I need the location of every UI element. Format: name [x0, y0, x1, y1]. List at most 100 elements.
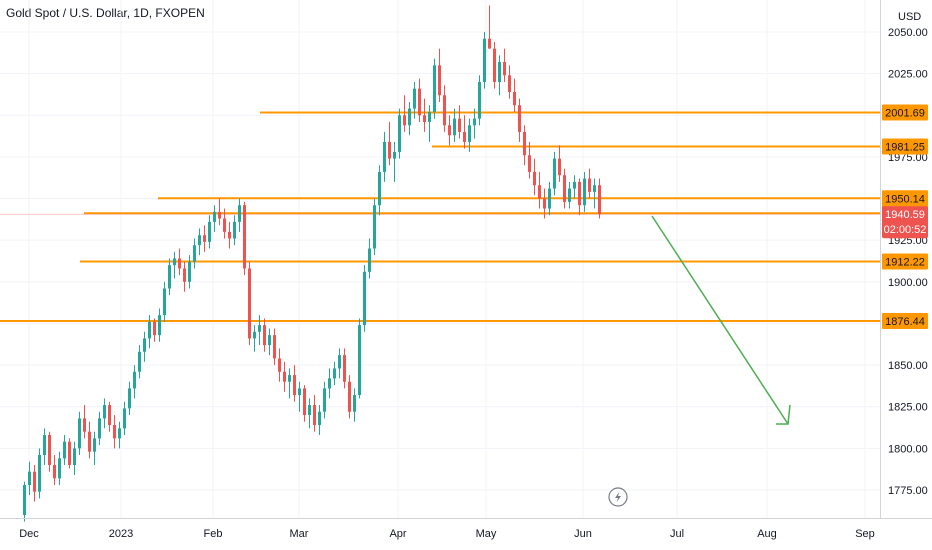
candle-body — [463, 131, 466, 142]
candle-body — [248, 268, 251, 339]
candle-body — [28, 471, 31, 486]
candle — [223, 208, 226, 239]
candle — [113, 415, 116, 449]
candle — [268, 328, 271, 356]
candle-body — [598, 185, 601, 215]
candle — [448, 115, 451, 146]
level-price-label: 1981.25 — [882, 138, 928, 155]
candle-body — [268, 335, 271, 346]
candle — [78, 411, 81, 456]
candle-body — [573, 181, 576, 189]
bar-countdown: 02:00:52 — [884, 224, 927, 236]
candle — [248, 261, 251, 346]
candle-body — [398, 115, 401, 152]
candle-body — [558, 158, 561, 176]
candle-body — [263, 325, 266, 346]
svg-text:1876.44: 1876.44 — [885, 316, 925, 328]
candle-body — [63, 441, 66, 459]
candle-body — [358, 325, 361, 396]
time-axis: Dec 2023 Feb Mar Apr May Jun Jul Aug Sep — [19, 528, 875, 540]
candle-body — [348, 381, 351, 412]
candle-body — [23, 485, 26, 515]
candle-body — [123, 408, 126, 429]
x-tick-label: Jun — [574, 528, 592, 540]
candle-body — [353, 395, 356, 412]
x-tick-label: Mar — [290, 528, 309, 540]
candle-body — [583, 178, 586, 206]
candle — [58, 451, 61, 486]
candle-body — [533, 171, 536, 186]
level-price-label: 2001.69 — [882, 104, 928, 121]
candle — [528, 141, 531, 179]
candle — [48, 431, 51, 472]
x-tick-label: Feb — [204, 528, 223, 540]
candle-body — [153, 321, 156, 336]
candle — [163, 281, 166, 322]
candle-body — [423, 115, 426, 122]
candle-body — [258, 325, 261, 332]
x-tick-label: May — [476, 528, 497, 540]
candle — [508, 65, 511, 99]
candle-body — [393, 151, 396, 159]
candle-body — [333, 368, 336, 379]
candle-body — [128, 388, 131, 409]
candle-body — [418, 88, 421, 116]
candle — [258, 315, 261, 346]
candle — [523, 125, 526, 166]
candle-body — [298, 388, 301, 396]
candle-body — [443, 95, 446, 126]
candle — [553, 151, 556, 196]
candle-body — [148, 321, 151, 339]
candle — [273, 328, 276, 366]
x-tick-label: Dec — [19, 528, 39, 540]
candle-body — [53, 465, 56, 479]
x-tick-label: Sep — [855, 528, 875, 540]
lightning-icon[interactable] — [608, 487, 628, 507]
candle-body — [438, 65, 441, 96]
candle — [183, 261, 186, 292]
arrow-head[interactable] — [776, 404, 791, 425]
candle — [563, 168, 566, 209]
candle — [188, 255, 191, 289]
candle-body — [138, 351, 141, 372]
projection-arrow — [651, 215, 791, 425]
candle-body — [163, 288, 166, 316]
candle-body — [508, 75, 511, 92]
candle — [478, 75, 481, 126]
candle — [463, 115, 466, 149]
candle-body — [283, 371, 286, 382]
candle-body — [168, 265, 171, 289]
candle — [403, 95, 406, 132]
candle-body — [568, 188, 571, 202]
candle-body — [373, 205, 376, 249]
candle-body — [228, 231, 231, 239]
candle — [533, 158, 536, 196]
candle — [558, 145, 561, 182]
candle-body — [428, 111, 431, 122]
candle — [493, 41, 496, 89]
candle — [423, 98, 426, 132]
candle — [433, 58, 436, 119]
candle-body — [68, 441, 71, 466]
candle — [488, 5, 491, 49]
candle-body — [313, 405, 316, 426]
candle-body — [413, 88, 416, 109]
candle — [518, 98, 521, 142]
candle-body — [103, 405, 106, 419]
current-price-value: 1940.59 — [885, 209, 925, 221]
candle — [308, 398, 311, 429]
candle-body — [433, 65, 436, 112]
candle-body — [338, 355, 341, 369]
candle — [103, 398, 106, 429]
candle-body — [383, 141, 386, 172]
candle-body — [343, 355, 346, 382]
candle — [588, 168, 591, 199]
candle — [213, 205, 216, 232]
level-price-label: 1912.22 — [882, 253, 928, 270]
arrow-shaft[interactable] — [651, 215, 789, 425]
candle — [193, 238, 196, 269]
x-tick-label: Jul — [670, 528, 684, 540]
candle-body — [518, 105, 521, 132]
candle — [538, 171, 541, 209]
